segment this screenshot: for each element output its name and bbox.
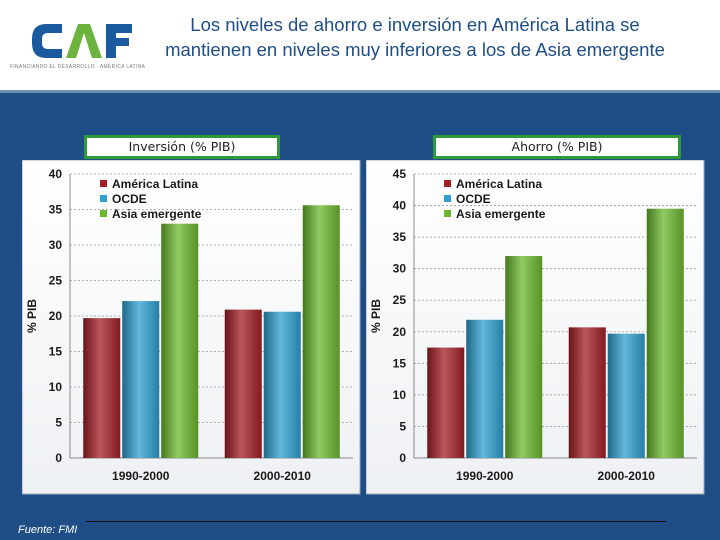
y-axis-label: % PIB [369,299,383,333]
legend-swatch [444,180,451,187]
legend-label: OCDE [456,192,491,206]
y-tick-label: 30 [393,262,407,276]
y-tick-label: 20 [393,325,407,339]
bar-ocde-2000-2010 [607,333,645,458]
y-tick-label: 10 [49,380,63,394]
source-divider [86,521,666,522]
x-tick-label: 1990-2000 [112,469,170,483]
x-tick-label: 2000-2010 [598,469,656,483]
bar-ocde-2000-2010 [263,311,301,458]
header-divider [0,90,720,93]
bar-asia-emergente-1990-2000 [505,256,543,458]
legend-label: Asia emergente [112,207,202,221]
y-tick-label: 40 [393,199,407,213]
y-tick-label: 40 [49,167,63,181]
logo-letter-a [66,24,102,58]
y-tick-label: 15 [49,345,63,359]
y-tick-label: 35 [393,230,407,244]
y-tick-label: 35 [49,203,63,217]
legend-label: OCDE [112,192,147,206]
y-tick-label: 5 [399,419,406,433]
chart-inversion: 0 5 10 15 20 25 30 35 40 % PIB 1990-2000 2000-2010 A… [22,160,361,495]
y-tick-label: 30 [49,238,63,252]
y-tick-label: 5 [55,416,62,430]
bar-ocde-1990-2000 [466,319,504,458]
y-axis-label: % PIB [25,299,39,333]
logo-letter-f [106,24,132,58]
bar-america-latina-2000-2010 [568,327,606,458]
logo-letter-c [32,24,62,58]
bar-ocde-1990-2000 [122,301,160,458]
bar-asia-emergente-2000-2010 [646,208,684,458]
chart-label-inversion: Inversión (% PIB) [84,135,280,159]
caf-logo: CAF [32,24,132,58]
x-tick-label: 1990-2000 [456,469,514,483]
y-tick-label: 45 [393,167,407,181]
legend-label: América Latina [456,177,542,191]
legend-label: Asia emergente [456,207,546,221]
bar-america-latina-1990-2000 [83,318,121,458]
legend-label: América Latina [112,177,198,191]
chart-ahorro: 0 5 10 15 20 25 30 35 40 45 % PIB 1990-2000 2000-201… [366,160,705,495]
y-tick-label: 25 [49,274,63,288]
legend-swatch [444,210,451,217]
legend-swatch [444,195,451,202]
y-tick-label: 10 [393,388,407,402]
bar-asia-emergente-1990-2000 [161,223,199,458]
legend-swatch [100,180,107,187]
y-tick-label: 20 [49,309,63,323]
x-tick-label: 2000-2010 [254,469,312,483]
legend-swatch [100,210,107,217]
legend-swatch [100,195,107,202]
y-tick-label: 15 [393,356,407,370]
chart-label-ahorro: Ahorro (% PIB) [433,135,681,159]
bar-america-latina-2000-2010 [224,309,262,458]
y-tick-label: 0 [55,451,62,465]
logo-subtitle: FINANCIANDO EL DESARROLLO · AMÉRICA LATI… [10,64,146,70]
bar-america-latina-1990-2000 [427,347,465,458]
bar-asia-emergente-2000-2010 [302,205,340,458]
logo-text: CAF [80,54,82,57]
source-note: Fuente: FMI [18,524,78,536]
page-title: Los niveles de ahorro e inversión en Amé… [165,14,665,60]
y-tick-label: 0 [399,451,406,465]
y-tick-label: 25 [393,293,407,307]
